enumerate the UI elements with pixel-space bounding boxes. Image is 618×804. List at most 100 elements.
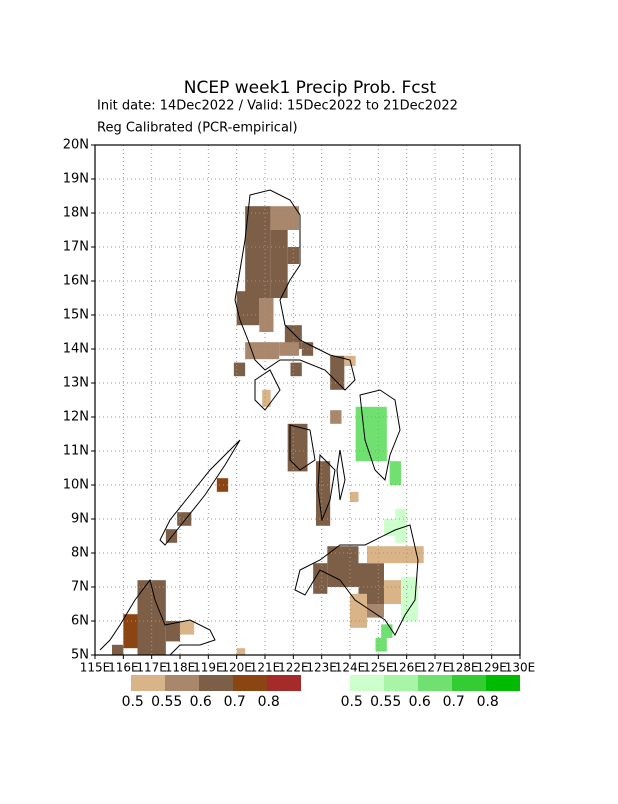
legend-swatch bbox=[233, 675, 267, 691]
y-tick-label: 18N bbox=[63, 206, 89, 221]
chart-title: NCEP week1 Precip Prob. Fcst bbox=[184, 78, 437, 98]
prob-cell bbox=[381, 624, 393, 638]
x-tick-label: 123E bbox=[306, 661, 337, 675]
y-tick-label: 16N bbox=[63, 274, 89, 289]
legend-swatch bbox=[267, 675, 301, 691]
y-tick-label: 6N bbox=[71, 614, 89, 629]
legend-swatch bbox=[452, 675, 486, 691]
y-tick-label: 9N bbox=[71, 512, 89, 527]
prob-cell bbox=[262, 389, 271, 407]
legend-label: 0.55 bbox=[151, 694, 182, 710]
y-tick-label: 14N bbox=[63, 342, 89, 357]
prob-cell bbox=[389, 461, 401, 485]
x-tick-label: 118E bbox=[165, 661, 196, 675]
prob-cell bbox=[313, 563, 328, 594]
y-tick-label: 19N bbox=[63, 172, 89, 187]
y-tick-label: 11N bbox=[63, 444, 89, 459]
prob-cell bbox=[123, 614, 138, 649]
x-tick-label: 115E bbox=[80, 661, 111, 675]
y-tick-label: 20N bbox=[63, 138, 89, 153]
coastline bbox=[234, 189, 356, 391]
prob-cell bbox=[367, 546, 401, 564]
x-tick-label: 127E bbox=[420, 661, 451, 675]
x-tick-label: 119E bbox=[193, 661, 224, 675]
coastline bbox=[159, 439, 241, 546]
x-tick-label: 116E bbox=[108, 661, 139, 675]
y-tick-label: 13N bbox=[63, 376, 89, 391]
y-tick-label: 8N bbox=[71, 546, 89, 561]
legend-label: 0.7 bbox=[224, 694, 246, 710]
prob-cell bbox=[216, 478, 229, 492]
coastline bbox=[317, 453, 336, 522]
prob-cell bbox=[177, 512, 192, 526]
coastline bbox=[254, 369, 281, 411]
coastline bbox=[289, 424, 316, 471]
coastline bbox=[99, 578, 216, 656]
prob-cell bbox=[236, 648, 246, 655]
prob-cell bbox=[395, 508, 407, 543]
prob-cell bbox=[270, 230, 288, 298]
x-tick-label: 125E bbox=[363, 661, 394, 675]
legend-swatch bbox=[486, 675, 520, 691]
prob-cell bbox=[287, 423, 308, 472]
prob-cell bbox=[180, 621, 195, 635]
prob-cell bbox=[327, 546, 359, 587]
coastline bbox=[359, 389, 401, 482]
prob-cell bbox=[279, 342, 299, 356]
prob-cell bbox=[259, 298, 274, 332]
legend-label: 0.8 bbox=[477, 694, 499, 710]
prob-cell bbox=[245, 342, 280, 360]
x-tick-label: 129E bbox=[476, 661, 507, 675]
legend: 0.5 0.55 0.6 0.7 0.8 0.5 0.55 0.6 0.7 0.8 bbox=[122, 675, 520, 710]
legend-label: 0.8 bbox=[258, 694, 280, 710]
legend-label: 0.6 bbox=[190, 694, 212, 710]
y-tick-label: 10N bbox=[63, 478, 89, 493]
cell-layer bbox=[112, 206, 424, 655]
prob-cell bbox=[165, 529, 178, 543]
legend-label: 0.55 bbox=[370, 694, 401, 710]
note: Reg Calibrated (PCR-empirical) bbox=[97, 121, 298, 136]
y-tick-label: 7N bbox=[71, 580, 89, 595]
prob-cell bbox=[236, 291, 260, 326]
prob-cell bbox=[233, 362, 246, 377]
prob-cell bbox=[350, 491, 359, 502]
legend-swatch bbox=[384, 675, 418, 691]
prob-cell bbox=[330, 355, 345, 390]
prob-cell bbox=[401, 576, 418, 621]
prob-cell bbox=[287, 247, 299, 264]
grid-layer: 115E116E117E118E119E120E121E122E123E124E… bbox=[63, 138, 536, 675]
coastline bbox=[294, 524, 419, 636]
legend-swatch bbox=[350, 675, 384, 691]
prob-cell bbox=[384, 519, 396, 536]
prob-cell bbox=[375, 638, 387, 652]
prob-cell bbox=[245, 206, 271, 298]
prob-cell bbox=[165, 621, 180, 642]
legend-swatch bbox=[418, 675, 452, 691]
x-tick-label: 122E bbox=[278, 661, 309, 675]
y-tick-label: 12N bbox=[63, 410, 89, 425]
legend-label: 0.7 bbox=[443, 694, 465, 710]
prob-cell bbox=[112, 644, 124, 655]
prob-cell bbox=[270, 206, 299, 230]
coastline bbox=[336, 449, 346, 501]
legend-label: 0.5 bbox=[122, 694, 144, 710]
prob-cell bbox=[350, 593, 367, 628]
legend-swatch bbox=[199, 675, 233, 691]
legend-swatch bbox=[131, 675, 165, 691]
prob-cell bbox=[355, 406, 387, 462]
x-tick-label: 124E bbox=[335, 661, 366, 675]
legend-swatch bbox=[165, 675, 199, 691]
coastlines bbox=[99, 189, 419, 656]
map-frame bbox=[94, 144, 521, 656]
x-tick-label: 120E bbox=[221, 661, 252, 675]
prob-cell bbox=[367, 604, 384, 618]
y-tick-label: 15N bbox=[63, 308, 89, 323]
prob-cell bbox=[290, 362, 302, 377]
x-tick-label: 121E bbox=[250, 661, 281, 675]
legend-label: 0.6 bbox=[409, 694, 431, 710]
x-tick-label: 128E bbox=[448, 661, 479, 675]
legend-label: 0.5 bbox=[341, 694, 363, 710]
x-tick-label: 130E bbox=[505, 661, 536, 675]
prob-cell bbox=[401, 546, 424, 564]
